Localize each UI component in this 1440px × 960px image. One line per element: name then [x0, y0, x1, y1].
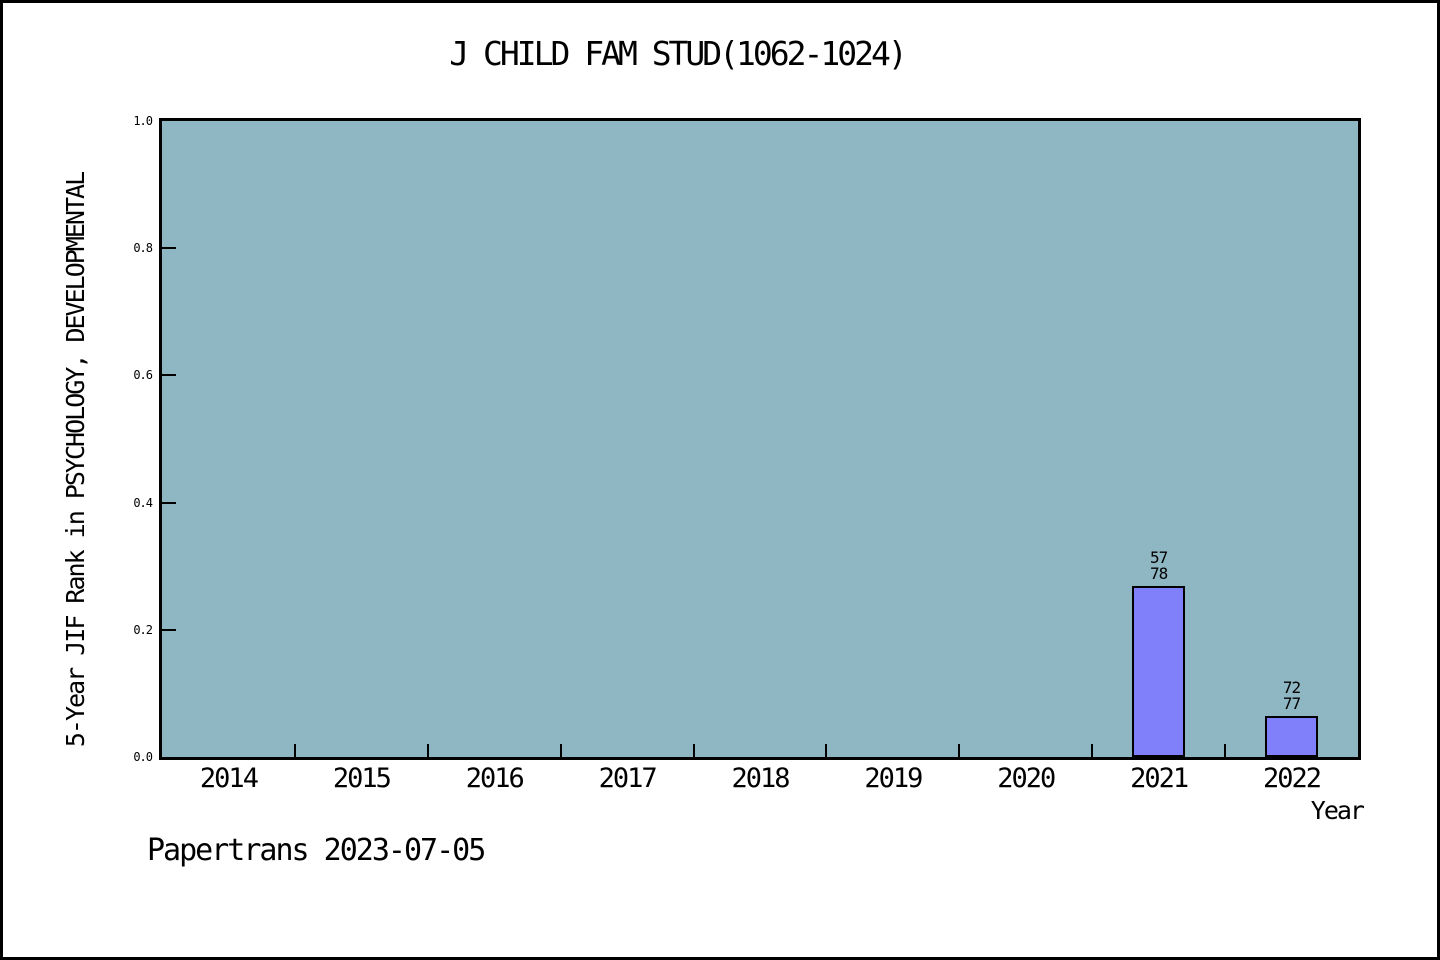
x-tick-label: 2022: [1263, 763, 1322, 794]
bar-value-label: 72 77: [1282, 677, 1301, 713]
y-tick-label: 0.4: [133, 495, 153, 510]
x-tick-label: 2021: [1130, 763, 1189, 794]
x-tick-label: 2020: [997, 763, 1056, 794]
x-tick-label: 2017: [598, 763, 658, 794]
x-tick-mark: [426, 744, 429, 757]
x-tick-label: 2019: [864, 763, 923, 794]
x-tick-mark: [559, 744, 562, 757]
watermark-text: Papertrans 2023-07-05: [147, 833, 486, 868]
y-tick-mark: [162, 374, 176, 377]
plot-area: 57 78 72 77: [159, 118, 1361, 760]
x-tick-mark: [1091, 744, 1094, 757]
y-tick-mark: [162, 501, 176, 504]
x-tick-mark: [958, 744, 961, 757]
x-tick-mark: [293, 744, 296, 757]
x-tick-mark: [825, 744, 828, 757]
x-axis-label: Year: [1310, 796, 1365, 825]
y-tick-mark: [162, 628, 176, 631]
bar: [1264, 715, 1319, 757]
bar: [1132, 585, 1186, 757]
y-axis-label: 5-Year JIF Rank in PSYCHOLOGY, DEVELOPME…: [61, 172, 90, 748]
y-tick-label: 0.2: [133, 622, 153, 637]
chart-title: J CHILD FAM STUD(1062-1024): [449, 34, 907, 73]
y-tick-mark: [162, 247, 176, 250]
x-tick-label: 2016: [465, 763, 525, 794]
y-tick-label: 1.0: [133, 114, 153, 128]
y-tick-label: 0.8: [133, 241, 153, 256]
x-tick-mark: [1224, 744, 1227, 757]
x-tick-label: 2015: [332, 763, 392, 794]
y-tick-label: 0.6: [133, 368, 153, 383]
x-tick-label: 2014: [199, 763, 259, 794]
x-tick-mark: [692, 744, 695, 757]
y-tick-label: 0.0: [133, 750, 153, 764]
bar-value-label: 57 78: [1150, 547, 1168, 583]
x-tick-label: 2018: [731, 763, 790, 794]
